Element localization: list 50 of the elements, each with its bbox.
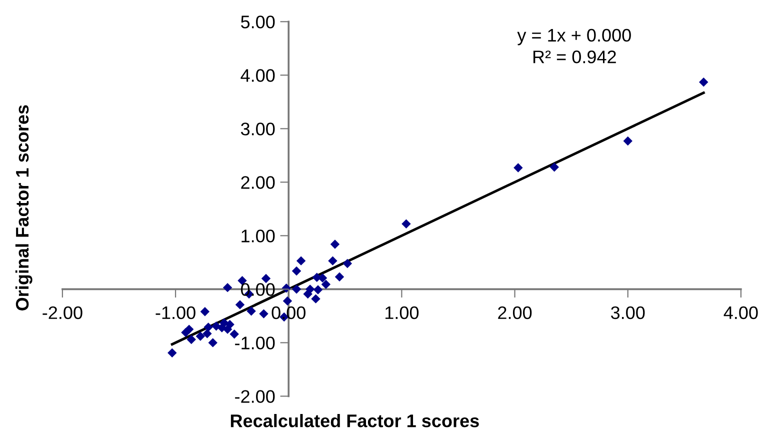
annotation: y = 1x + 0.000 — [517, 28, 631, 46]
y-axis-title: Original Factor 1 scores — [15, 105, 32, 310]
y-tick-label: 4.00 — [240, 69, 275, 82]
point — [328, 256, 338, 266]
point — [235, 300, 245, 310]
point — [204, 322, 213, 332]
point — [699, 78, 708, 87]
point — [181, 328, 190, 338]
x-tick-label: 2.00 — [498, 306, 532, 320]
point — [623, 136, 632, 146]
point — [261, 274, 271, 284]
point — [402, 219, 411, 229]
point — [330, 240, 340, 249]
point — [168, 348, 177, 358]
y-tick-label: 2.00 — [241, 176, 275, 189]
point — [222, 324, 232, 334]
annotation: R² = 0.942 — [533, 50, 616, 64]
y-tick-label: -1.00 — [235, 336, 275, 350]
point — [342, 258, 352, 268]
point — [550, 162, 559, 172]
point — [222, 282, 232, 292]
point — [514, 163, 523, 172]
x-tick-label: -2.00 — [42, 306, 82, 320]
x-tick-label: 4.00 — [724, 306, 758, 320]
x-tick-label: 1.00 — [386, 306, 419, 320]
point — [305, 284, 315, 294]
y-tick-label: 0.00 — [240, 283, 275, 296]
point — [208, 338, 218, 348]
x-axis-title: Recalculated Factor 1 scores — [230, 414, 479, 428]
point — [321, 280, 331, 289]
y-tick-label: 3.00 — [240, 122, 275, 136]
point — [196, 332, 206, 341]
x-tick-label: 0.00 — [272, 306, 306, 320]
point — [313, 285, 323, 294]
x-tick-label: 3.00 — [610, 306, 645, 320]
point — [282, 296, 292, 306]
point — [292, 266, 302, 276]
point — [259, 309, 268, 318]
point — [292, 284, 302, 294]
point — [246, 306, 256, 316]
point — [334, 272, 344, 282]
point — [200, 307, 210, 316]
point — [202, 328, 212, 338]
point — [296, 256, 306, 266]
point — [311, 294, 320, 304]
y-tick-label: -2.00 — [235, 390, 275, 403]
point — [186, 334, 196, 344]
y-tick-label: 5.00 — [241, 16, 275, 28]
y-tick-label: 1.00 — [242, 230, 275, 242]
x-tick-label: -1.00 — [156, 306, 196, 320]
